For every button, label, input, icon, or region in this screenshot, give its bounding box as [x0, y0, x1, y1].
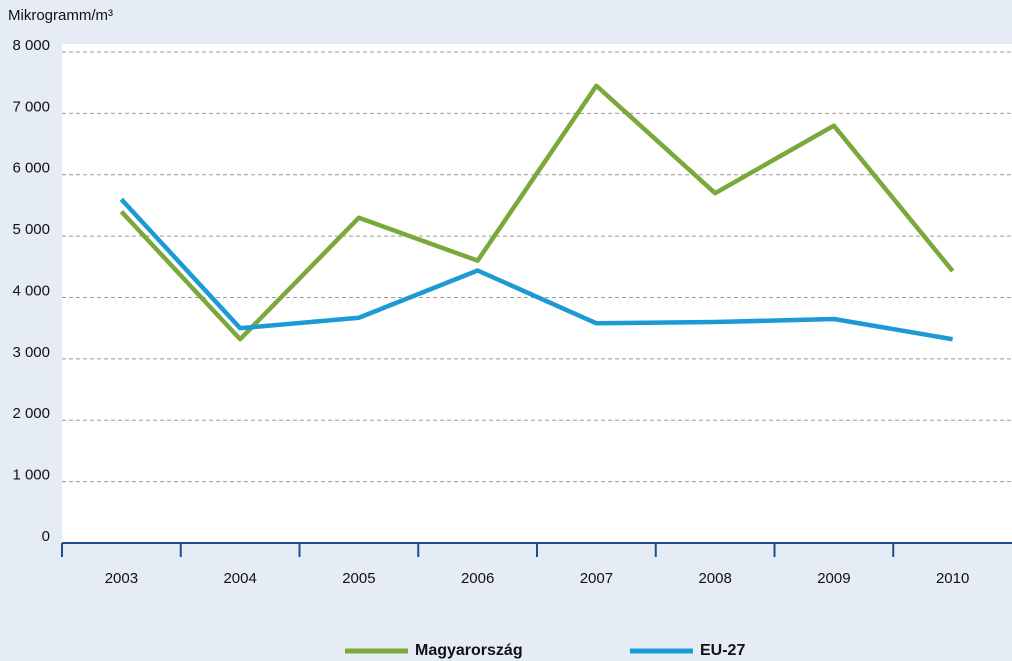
y-tick-label: 2 000: [12, 405, 50, 422]
series-line: [119, 83, 955, 342]
x-tick-label: 2005: [342, 570, 375, 587]
x-tick-label: 2003: [105, 570, 138, 587]
y-tick-label: 6 000: [12, 160, 50, 177]
y-tick-label: 0: [42, 528, 50, 545]
series-line: [119, 197, 954, 342]
x-tick-label: 2006: [461, 570, 494, 587]
x-tick-label: 2008: [698, 570, 731, 587]
x-tick-label: 2007: [580, 570, 613, 587]
y-tick-label: 3 000: [12, 344, 50, 361]
y-tick-label: 5 000: [12, 221, 50, 238]
x-tick-label: 2009: [817, 570, 850, 587]
y-tick-label: 1 000: [12, 467, 50, 484]
y-tick-label: 8 000: [12, 37, 50, 54]
x-tick-label: 2004: [223, 570, 256, 587]
x-tick-label: 2010: [936, 570, 969, 587]
plot-area: [62, 44, 1012, 543]
y-tick-label: 4 000: [12, 282, 50, 299]
y-tick-label: 7 000: [12, 98, 50, 115]
y-axis-label: Mikrogramm/m³: [8, 7, 113, 24]
legend-label: Magyarország: [415, 642, 523, 659]
legend-label: EU-27: [700, 642, 745, 659]
